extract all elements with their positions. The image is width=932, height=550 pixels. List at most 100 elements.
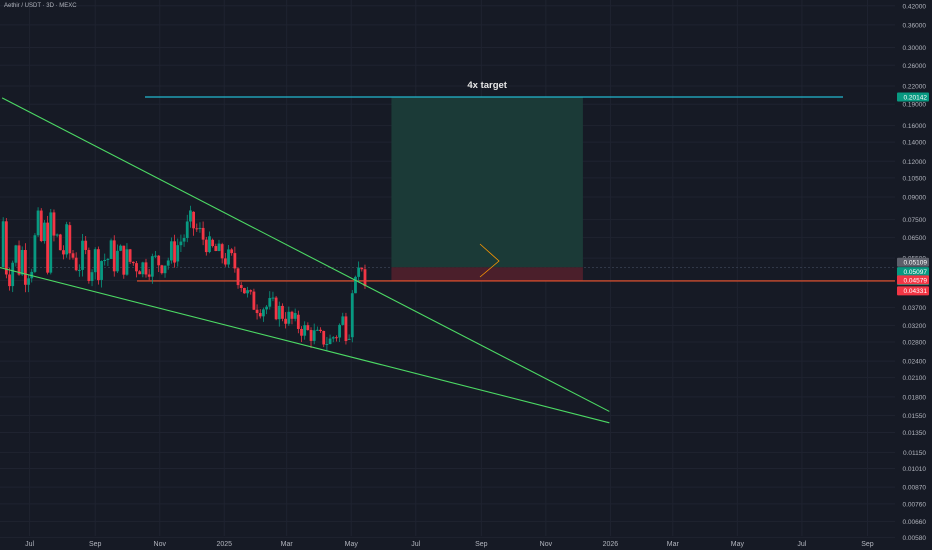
profit-zone[interactable]: [391, 97, 583, 268]
lower-trendline[interactable]: [0, 265, 610, 424]
candle-body: [157, 255, 161, 266]
candle-body: [176, 245, 180, 262]
price-tick-label: 0.01010: [903, 466, 927, 473]
candle-body: [87, 249, 91, 281]
candle-body: [242, 287, 246, 294]
time-tick-label: Mar: [667, 541, 680, 548]
candle-body: [119, 245, 123, 251]
time-tick-label: Jul: [25, 541, 34, 548]
candle-body: [255, 309, 259, 314]
candle-body: [192, 211, 195, 229]
candle-body: [128, 249, 132, 262]
candle-body: [122, 245, 126, 275]
candle-body: [125, 249, 129, 275]
candle-body: [303, 325, 307, 336]
price-badges: 0.201420.051090.0509707:24:490.045790.04…: [897, 92, 929, 296]
candle-body: [252, 291, 256, 310]
candle-body: [274, 297, 278, 320]
candle-body: [81, 240, 84, 270]
candle-body: [68, 225, 72, 254]
candle-body: [230, 249, 234, 254]
price-tick-label: 0.02400: [903, 359, 927, 366]
price-tick-label: 0.42000: [903, 3, 927, 10]
candle-body: [90, 272, 94, 281]
time-tick-label: Nov: [540, 541, 553, 548]
candle-body: [103, 259, 107, 262]
candle-body: [322, 330, 326, 345]
candle-body: [208, 236, 211, 253]
price-tick-label: 0.16000: [903, 123, 927, 130]
candle-body: [33, 235, 37, 272]
candle-body: [258, 313, 262, 317]
target-label: 4x target: [467, 80, 507, 91]
candle-body: [325, 344, 329, 346]
candle-body: [65, 224, 69, 255]
price-tick-label: 0.19000: [903, 102, 927, 109]
price-tick-label: 0.12000: [903, 159, 927, 166]
candle-body: [52, 212, 56, 236]
candle-body: [227, 249, 230, 265]
candle-body: [112, 240, 116, 272]
candle-body: [93, 249, 97, 273]
price-axis[interactable]: 0.42000 0.36000 0.30000 0.26000 0.22000 0.190…: [903, 3, 927, 542]
candle-body: [335, 337, 338, 339]
time-tick-label: 2026: [603, 541, 619, 548]
candle-body: [1, 221, 5, 268]
candles: [1, 205, 367, 351]
candle-body: [150, 256, 154, 277]
candle-body: [271, 297, 275, 299]
candle-body: [8, 274, 11, 287]
candle-body: [357, 267, 361, 277]
candle-body: [217, 243, 221, 251]
time-tick-label: Sep: [861, 541, 874, 548]
candle-body: [306, 325, 310, 331]
candle-body: [296, 314, 300, 329]
candle-body: [166, 260, 170, 266]
candle-body: [363, 269, 367, 287]
candle-body: [96, 249, 100, 281]
stop-bottom-badge-text: 0.04331: [904, 288, 928, 295]
breakout-arrow-icon: [479, 243, 500, 278]
price-tick-label: 0.03200: [903, 323, 927, 330]
candle-body: [315, 329, 319, 331]
target-price-badge-text: 0.20142: [904, 94, 928, 101]
current-price-badge: [897, 267, 929, 277]
candle-body: [249, 290, 253, 292]
candle-body: [262, 309, 265, 317]
candle-body: [43, 222, 46, 242]
candle-body: [185, 221, 189, 239]
candle-body: [131, 261, 135, 264]
candle-body: [236, 268, 240, 286]
entry-price-badge: [897, 257, 929, 267]
time-tick-label: Jul: [411, 541, 420, 548]
time-axis[interactable]: Jul Sep Nov 2025 Mar May Jul Sep Nov 2026 Mar May Ju…: [25, 541, 874, 548]
candle-body: [290, 311, 294, 319]
candle-body: [338, 324, 341, 338]
candle-body: [109, 240, 113, 259]
time-tick-label: Mar: [281, 541, 294, 548]
candle-body: [49, 212, 53, 273]
candle-body: [239, 285, 243, 288]
candle-body: [169, 241, 173, 261]
price-tick-label: 0.01550: [903, 413, 927, 420]
symbol-title: Aethir / USDT · 3D · MEXC: [4, 3, 77, 9]
candle-body: [4, 221, 8, 275]
time-tick-label: May: [345, 541, 359, 548]
price-tick-label: 0.14000: [903, 140, 927, 147]
candle-body: [331, 337, 335, 339]
candle-body: [350, 293, 354, 338]
candle-body: [138, 271, 142, 275]
candle-body: [354, 276, 357, 294]
candle-body: [211, 239, 215, 247]
candle-body: [341, 316, 345, 325]
loss-zone[interactable]: [391, 267, 583, 281]
stop-top-badge: [897, 275, 929, 285]
candle-body: [309, 330, 313, 341]
candle-body: [84, 240, 88, 250]
candle-body: [182, 238, 186, 242]
time-tick-label: 2025: [216, 541, 232, 548]
candle-body: [74, 257, 78, 271]
candle-body: [20, 250, 24, 275]
upper-trendline[interactable]: [1, 97, 610, 412]
